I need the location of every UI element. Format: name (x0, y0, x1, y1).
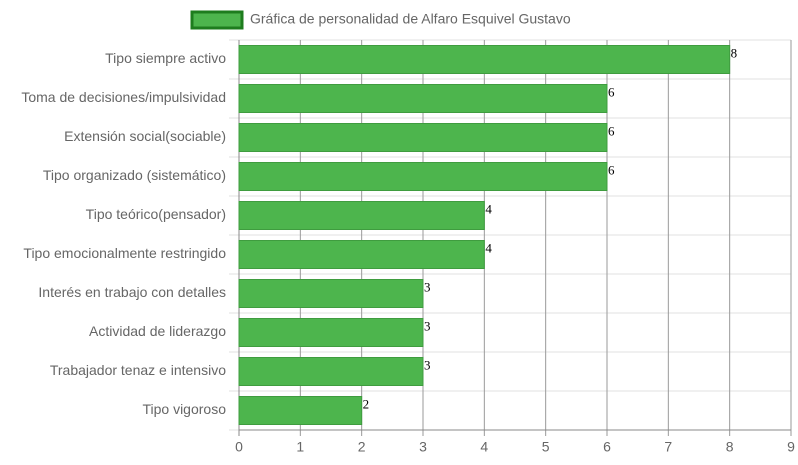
bar (238, 84, 608, 113)
bar (238, 357, 424, 386)
x-tick-label: 2 (358, 439, 366, 455)
legend-label: Gráfica de personalidad de Alfaro Esquiv… (250, 11, 571, 27)
value-label: 4 (485, 202, 492, 217)
bar (238, 162, 608, 191)
bar (238, 201, 485, 230)
x-tick-label: 4 (480, 439, 488, 455)
y-tick-label: Tipo organizado (sistemático) (43, 167, 226, 183)
value-label: 6 (608, 124, 615, 139)
y-tick-label: Trabajador tenaz e intensivo (50, 362, 226, 378)
x-tick-label: 7 (664, 439, 672, 455)
value-label: 3 (424, 319, 431, 334)
y-tick-label: Extensión social(sociable) (64, 128, 226, 144)
x-tick-label: 1 (296, 439, 304, 455)
y-tick-label: Toma de decisiones/impulsividad (21, 89, 226, 105)
y-tick-label: Actividad de liderazgo (89, 323, 226, 339)
legend-swatch (190, 10, 244, 30)
value-label: 6 (608, 163, 615, 178)
bar (238, 396, 363, 425)
x-tick-label: 3 (419, 439, 427, 455)
value-label: 2 (363, 397, 370, 412)
y-tick-label: Tipo teórico(pensador) (86, 206, 226, 222)
bar (238, 279, 424, 308)
value-label: 4 (485, 241, 492, 256)
x-tick-label: 6 (603, 439, 611, 455)
x-tick-label: 9 (787, 439, 795, 455)
value-label: 8 (731, 46, 738, 61)
value-label: 6 (608, 85, 615, 100)
bar (238, 240, 485, 269)
x-tick-label: 0 (235, 439, 243, 455)
value-label: 3 (424, 280, 431, 295)
y-tick-label: Tipo vigoroso (142, 401, 226, 417)
y-tick-label: Interés en trabajo con detalles (38, 284, 226, 300)
bar (238, 318, 424, 347)
y-tick-label: Tipo emocionalmente restringido (23, 245, 226, 261)
x-tick-label: 5 (542, 439, 550, 455)
y-tick-label: Tipo siempre activo (105, 50, 226, 66)
bar (238, 123, 608, 152)
bar (238, 45, 731, 74)
value-label: 3 (424, 358, 431, 373)
x-tick-label: 8 (726, 439, 734, 455)
